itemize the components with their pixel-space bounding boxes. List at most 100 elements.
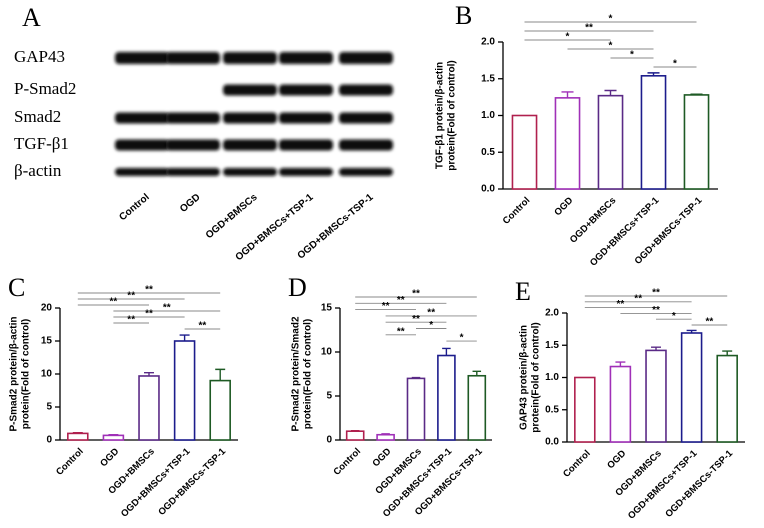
bar bbox=[511, 114, 538, 190]
error-bar bbox=[381, 433, 390, 435]
error-bar bbox=[604, 89, 617, 96]
bar bbox=[467, 374, 487, 441]
significance-label: ** bbox=[145, 309, 153, 320]
y-tick-label: 2.0 bbox=[481, 37, 495, 48]
significance-label: ** bbox=[397, 295, 405, 306]
bar bbox=[609, 365, 632, 443]
y-axis-label: protein(Fold of control) bbox=[531, 322, 542, 433]
band bbox=[339, 112, 393, 124]
error-bar bbox=[411, 376, 421, 379]
y-axis-label: P-Smad2 protein/Smad2 bbox=[291, 316, 302, 431]
y-tick-label: 1.0 bbox=[481, 110, 495, 121]
band bbox=[339, 168, 393, 176]
error-bar bbox=[108, 434, 119, 436]
error-bar bbox=[615, 361, 626, 367]
y-tick-label: 0.5 bbox=[481, 147, 495, 158]
bar bbox=[209, 379, 231, 441]
bar bbox=[345, 430, 365, 441]
band bbox=[115, 139, 169, 151]
significance-label: ** bbox=[145, 285, 153, 296]
significance-label: ** bbox=[382, 301, 390, 312]
y-tick-label: 2.0 bbox=[545, 308, 559, 319]
bar bbox=[138, 375, 160, 441]
y-tick-label: 5 bbox=[326, 391, 332, 402]
significance-label: ** bbox=[397, 326, 405, 337]
significance-label: * bbox=[672, 311, 676, 322]
panel-label: B bbox=[455, 1, 472, 30]
significance-label: ** bbox=[127, 291, 135, 302]
bar bbox=[67, 432, 89, 441]
bar bbox=[645, 349, 667, 443]
y-axis-label: GAP43 protein/β-actin bbox=[519, 325, 530, 430]
x-tick-label: Control bbox=[501, 195, 533, 227]
y-tick-label: 10 bbox=[41, 369, 53, 380]
y-axis-label: protein(Fold of control) bbox=[303, 319, 314, 430]
band bbox=[166, 52, 220, 64]
significance-label: * bbox=[460, 333, 464, 344]
error-bar bbox=[647, 72, 660, 76]
x-tick-label: OGD+BMSCs-TSP-1 bbox=[156, 446, 228, 518]
significance-label: ** bbox=[412, 314, 420, 325]
significance-label: ** bbox=[652, 288, 660, 299]
y-tick-label: 0 bbox=[326, 435, 332, 446]
y-tick-label: 10 bbox=[321, 347, 333, 358]
bar bbox=[597, 94, 624, 190]
y-tick-label: 1.5 bbox=[481, 73, 495, 84]
protein-label: β-actin bbox=[14, 161, 62, 180]
western-blot: A GAP43 P-Smad2 Smad2 TGF-β1 β-actin Control O… bbox=[14, 3, 393, 263]
y-tick-label: 0 bbox=[46, 435, 52, 446]
x-tick-label: OGD+BMSCs+TSP-1 bbox=[119, 446, 193, 520]
panel-label: A bbox=[22, 3, 41, 32]
significance-label: ** bbox=[585, 23, 593, 34]
y-tick-label: 20 bbox=[41, 303, 53, 314]
significance-label: ** bbox=[617, 299, 625, 310]
bar bbox=[683, 94, 710, 190]
significance-label: ** bbox=[706, 317, 714, 328]
band bbox=[115, 52, 169, 64]
band bbox=[115, 168, 169, 176]
significance-label: ** bbox=[127, 315, 135, 326]
significance-label: ** bbox=[634, 293, 642, 304]
band bbox=[279, 112, 333, 124]
error-bar bbox=[215, 368, 226, 381]
y-axis-label: P-Smad2 protein/β-actin bbox=[9, 316, 20, 431]
error-bar bbox=[442, 347, 451, 356]
band bbox=[223, 84, 277, 96]
error-bar bbox=[722, 350, 733, 356]
band bbox=[279, 168, 333, 176]
significance-label: * bbox=[609, 14, 613, 25]
error-bar bbox=[651, 346, 661, 351]
band bbox=[166, 168, 220, 176]
band bbox=[279, 84, 333, 96]
x-tick-label: Control bbox=[561, 448, 593, 480]
x-tick-label: OGD bbox=[552, 195, 575, 218]
bar bbox=[173, 340, 196, 441]
protein-label: TGF-β1 bbox=[14, 134, 69, 153]
significance-label: ** bbox=[110, 297, 118, 308]
significance-label: ** bbox=[427, 308, 435, 319]
lane-label: OGD+BMSCs bbox=[204, 192, 260, 242]
y-tick-label: 15 bbox=[41, 336, 53, 347]
y-axis-label: TGF-β1 protein/β-actin bbox=[435, 62, 446, 169]
band bbox=[166, 112, 220, 124]
panel-label: D bbox=[288, 273, 307, 302]
bar bbox=[437, 354, 456, 441]
significance-label: ** bbox=[652, 305, 660, 316]
y-tick-label: 5 bbox=[46, 402, 52, 413]
x-tick-label: Control bbox=[54, 446, 86, 478]
band bbox=[339, 139, 393, 151]
error-bar bbox=[144, 371, 154, 376]
error-bar bbox=[686, 329, 697, 333]
x-tick-label: Control bbox=[331, 446, 363, 478]
band bbox=[223, 139, 277, 151]
lane-label: OGD bbox=[178, 192, 203, 215]
significance-label: ** bbox=[199, 321, 207, 332]
band bbox=[223, 52, 277, 64]
x-tick-label: OGD bbox=[605, 448, 628, 471]
protein-label: GAP43 bbox=[14, 47, 65, 66]
bar bbox=[102, 434, 125, 441]
y-axis-label: protein(Fold of control) bbox=[21, 319, 32, 430]
x-tick-label: OGD+BMSCs-TSP-1 bbox=[663, 448, 735, 520]
y-tick-label: 15 bbox=[321, 303, 333, 314]
